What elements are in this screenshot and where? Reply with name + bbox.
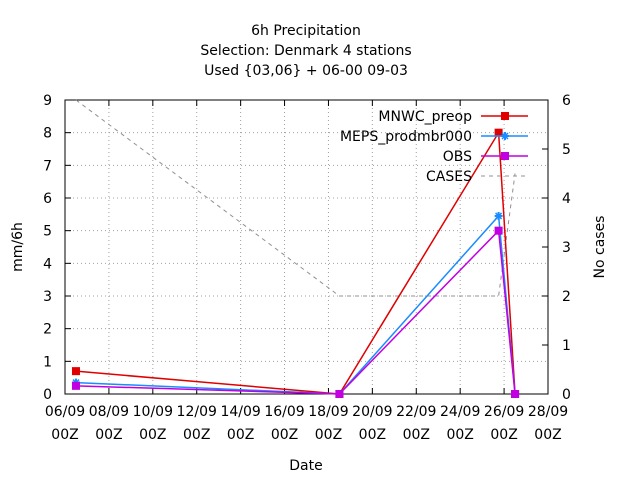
legend-marker-mnwc-preop: [501, 112, 509, 120]
legend-marker-obs: [501, 152, 509, 160]
x-tick-label: 18/09: [308, 404, 348, 420]
x-tick-label-hour: 00Z: [139, 427, 166, 443]
chart-text: 06/09 00Z 08/09 00Z 10/09 00Z 12/09 00Z 14/09 00Z…: [10, 23, 608, 474]
data-point-mnwc-preop: [71, 367, 80, 376]
y-tick-label: 3: [43, 289, 52, 305]
legend-marker-meps-prodmbr000: [501, 132, 509, 140]
plot-frame: [64, 99, 549, 395]
x-tick-label: 12/09: [177, 404, 217, 420]
chart-title-line: 6h Precipitation: [251, 23, 361, 39]
y-tick-label: 9: [43, 93, 52, 109]
x-tick-label: 28/09: [528, 404, 568, 420]
x-tick-label: 26/09: [484, 404, 524, 420]
x-tick-label-hour: 00Z: [403, 427, 430, 443]
legend-label-mnwc-preop: MNWC_preop: [378, 109, 472, 125]
x-tick-label: 10/09: [133, 404, 173, 420]
x-tick-label-hour: 00Z: [534, 427, 561, 443]
y2-tick-label: 5: [562, 142, 571, 158]
y2-axis-label: No cases: [592, 216, 608, 279]
legend-label-cases: CASES: [426, 169, 472, 185]
y-tick-label: 1: [43, 354, 52, 370]
x-tick-label-hour: 00Z: [51, 427, 78, 443]
data-point-obs: [71, 381, 80, 390]
x-tick-label-hour: 00Z: [227, 427, 254, 443]
data-point-obs: [335, 390, 344, 398]
chart-title-line: Selection: Denmark 4 stations: [200, 43, 411, 59]
y2-tick-label: 4: [562, 191, 571, 207]
y2-tick-label: 3: [562, 240, 571, 256]
axes: [64, 99, 549, 395]
x-tick-label: 08/09: [89, 404, 129, 420]
series-line-meps-prodmbr000: [75, 214, 516, 395]
y-tick-label: 6: [43, 191, 52, 207]
y2-tick-label: 0: [562, 387, 571, 403]
y2-tick-label: 1: [562, 338, 571, 354]
data-point-obs: [511, 390, 520, 398]
x-tick-label-hour: 00Z: [359, 427, 386, 443]
y-axis-label: mm/6h: [10, 222, 26, 272]
y2-tick-label: 6: [562, 93, 571, 109]
legend-label-obs: OBS: [443, 149, 472, 165]
series-lines: [71, 99, 520, 398]
data-point-obs: [494, 226, 503, 235]
chart-title-line: Used {03,06} + 06-00 09-03: [204, 63, 408, 79]
x-tick-label: 24/09: [440, 404, 480, 420]
x-tick-label-hour: 00Z: [95, 427, 122, 443]
x-tick-label: 20/09: [352, 404, 392, 420]
data-point-meps-prodmbr000: [494, 211, 503, 220]
y-tick-label: 8: [43, 126, 52, 142]
x-tick-label: 06/09: [45, 404, 85, 420]
x-tick-label-hour: 00Z: [183, 427, 210, 443]
x-tick-label-hour: 00Z: [315, 427, 342, 443]
y-tick-label: 0: [43, 387, 52, 403]
x-axis-label: Date: [289, 458, 322, 474]
x-tick-label-hour: 00Z: [490, 427, 517, 443]
x-tick-label: 22/09: [396, 404, 436, 420]
legend: MNWC_preop MEPS_prodmbr000 OBS CASES: [340, 109, 528, 185]
x-tick-label-hour: 00Z: [446, 427, 473, 443]
legend-label-meps-prodmbr000: MEPS_prodmbr000: [340, 129, 472, 145]
y-tick-label: 2: [43, 322, 52, 338]
grid-lines: [65, 100, 548, 394]
marker-stroke: [501, 132, 509, 140]
x-tick-label: 16/09: [264, 404, 304, 420]
y-tick-label: 4: [43, 256, 52, 272]
marker-stroke: [495, 212, 503, 220]
y-tick-label: 5: [43, 224, 52, 240]
y2-tick-label: 2: [562, 289, 571, 305]
y-tick-label: 7: [43, 158, 52, 174]
x-tick-label: 14/09: [220, 404, 260, 420]
x-tick-label-hour: 00Z: [271, 427, 298, 443]
series-line-mnwc-preop: [75, 130, 516, 395]
series-line-obs: [75, 228, 516, 395]
